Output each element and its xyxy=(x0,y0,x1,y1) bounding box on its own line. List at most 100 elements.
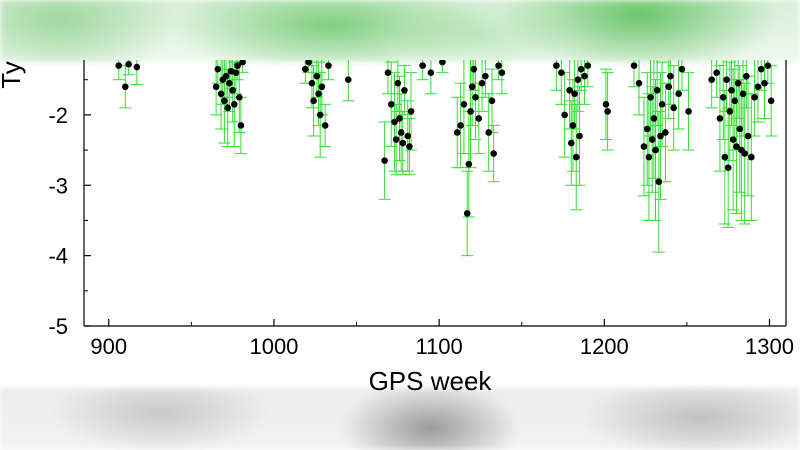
data-point xyxy=(439,60,446,66)
data-point xyxy=(653,86,661,94)
data-point xyxy=(391,118,398,126)
data-point xyxy=(657,132,664,140)
data-point xyxy=(667,72,674,80)
y-axis-label: Ty xyxy=(0,61,26,88)
data-point xyxy=(739,90,747,98)
data-point xyxy=(731,97,739,105)
data-point xyxy=(465,160,473,168)
data-point xyxy=(392,136,400,143)
data-point xyxy=(736,125,744,133)
data-point xyxy=(394,79,402,87)
data-point xyxy=(387,101,395,108)
data-point xyxy=(222,72,230,80)
data-point xyxy=(302,65,309,73)
data-point xyxy=(561,111,568,119)
data-point xyxy=(397,129,405,136)
y-tick-label: -5 xyxy=(48,314,68,339)
data-point xyxy=(239,60,246,66)
data-point xyxy=(313,72,321,80)
data-point xyxy=(652,146,659,154)
data-point xyxy=(226,79,233,87)
data-point xyxy=(708,76,715,84)
data-point xyxy=(602,101,610,108)
data-point xyxy=(648,136,656,143)
data-point xyxy=(485,129,492,136)
data-point xyxy=(726,108,734,115)
data-point xyxy=(318,83,326,91)
data-point xyxy=(751,93,758,101)
data-point xyxy=(115,62,122,69)
data-point xyxy=(344,76,352,84)
x-tick-label: 1200 xyxy=(580,334,629,359)
data-point xyxy=(572,153,580,161)
data-point xyxy=(724,164,732,171)
data-point xyxy=(729,136,737,143)
data-points-layer xyxy=(112,60,778,257)
data-point xyxy=(212,83,220,91)
data-point xyxy=(567,139,575,147)
data-point xyxy=(381,157,388,164)
x-tick-label: 1000 xyxy=(249,334,298,359)
y-tick-label: -3 xyxy=(48,173,68,198)
data-point xyxy=(467,108,474,115)
data-point xyxy=(584,62,592,69)
x-tick-label: 1100 xyxy=(415,334,462,359)
data-point xyxy=(482,72,489,80)
data-point xyxy=(490,150,497,157)
data-point xyxy=(744,132,752,140)
data-point xyxy=(643,125,651,133)
data-point xyxy=(231,101,238,108)
data-point xyxy=(133,63,141,71)
data-point xyxy=(384,69,392,76)
data-point xyxy=(721,153,729,161)
data-point xyxy=(229,86,236,94)
data-point xyxy=(495,62,502,69)
data-point xyxy=(581,72,588,80)
data-point xyxy=(427,69,435,76)
data-point xyxy=(719,93,727,101)
data-point xyxy=(566,86,573,94)
data-point xyxy=(460,101,468,108)
data-point xyxy=(463,210,471,217)
data-point xyxy=(728,86,735,94)
data-point xyxy=(764,62,772,69)
x-tick-label: 900 xyxy=(90,334,127,359)
data-point xyxy=(305,60,312,66)
data-point xyxy=(407,108,415,115)
data-point xyxy=(316,111,324,119)
data-point xyxy=(645,153,653,161)
data-point xyxy=(678,65,686,73)
data-point xyxy=(453,129,461,136)
data-point xyxy=(767,97,775,105)
data-point xyxy=(743,72,750,80)
data-point xyxy=(604,108,611,115)
data-point xyxy=(234,62,241,69)
data-point xyxy=(662,129,669,136)
data-point xyxy=(665,83,673,91)
data-point xyxy=(685,108,692,115)
data-point xyxy=(574,76,582,84)
data-point xyxy=(404,132,412,140)
data-point xyxy=(754,83,762,91)
data-point xyxy=(757,65,765,73)
data-point xyxy=(419,62,426,69)
data-point xyxy=(569,122,577,129)
data-point xyxy=(308,79,316,87)
data-point xyxy=(571,90,578,98)
data-point xyxy=(399,139,407,147)
data-point xyxy=(576,132,583,140)
data-point xyxy=(475,115,483,122)
data-point xyxy=(457,122,464,129)
data-point xyxy=(315,90,322,98)
data-point xyxy=(468,83,476,91)
data-point xyxy=(741,150,749,157)
data-point xyxy=(224,104,232,112)
axes: 900 1000 1100 1200 1300 -5 -4 -3 -2 xyxy=(48,60,794,359)
data-point xyxy=(655,178,663,186)
data-point xyxy=(635,79,643,87)
data-point xyxy=(553,62,560,69)
data-point xyxy=(235,93,243,101)
data-point xyxy=(232,69,240,76)
data-point xyxy=(647,93,654,101)
